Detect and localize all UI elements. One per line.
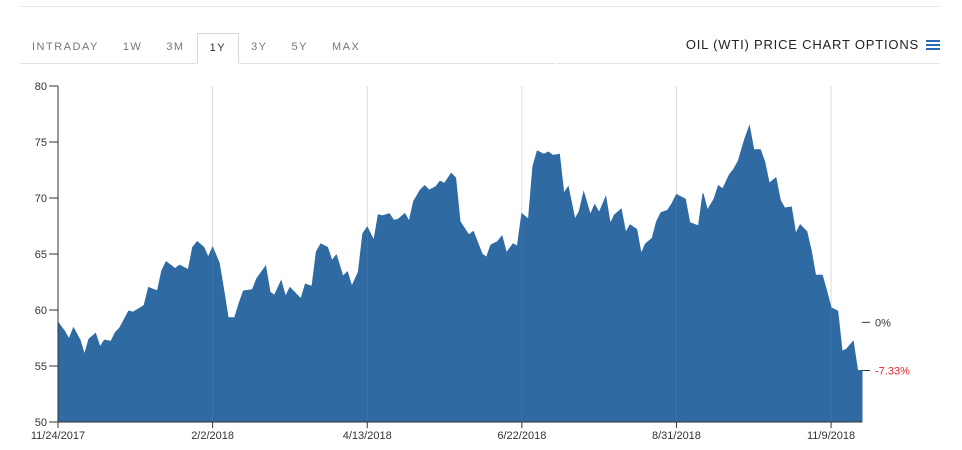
options-divider <box>557 63 940 64</box>
tab-3m[interactable]: 3M <box>166 41 185 53</box>
tab-3y[interactable]: 3Y <box>251 41 268 53</box>
hamburger-menu-icon <box>926 39 940 50</box>
right-axis-label: -7.33% <box>875 365 910 377</box>
y-tick-label: 65 <box>35 249 47 261</box>
y-tick-label: 60 <box>35 305 47 317</box>
x-tick-label: 11/9/2018 <box>807 430 855 442</box>
x-tick-label: 11/24/2017 <box>31 430 85 442</box>
range-tabs: INTRADAY 1W 3M 1Y 3Y 5Y MAX <box>20 33 555 64</box>
x-tick-label: 6/22/2018 <box>497 430 546 442</box>
chart-options-button[interactable]: OIL (WTI) PRICE CHART OPTIONS <box>686 37 940 52</box>
y-tick-label: 70 <box>35 193 47 205</box>
price-area <box>57 124 863 423</box>
y-tick-label: 50 <box>35 417 47 429</box>
tab-max[interactable]: MAX <box>332 41 361 53</box>
chart-options-label: OIL (WTI) PRICE CHART OPTIONS <box>685 37 919 52</box>
y-tick-label: 55 <box>35 361 47 373</box>
x-tick-label: 8/31/2018 <box>652 430 701 442</box>
tab-1w[interactable]: 1W <box>122 41 143 53</box>
y-tick-label: 75 <box>35 137 47 149</box>
x-tick-label: 2/2/2018 <box>191 430 234 442</box>
tab-intraday[interactable]: INTRADAY <box>32 41 99 53</box>
right-axis-label: 0% <box>875 317 891 329</box>
y-tick-label: 80 <box>35 81 47 93</box>
top-divider <box>20 6 940 7</box>
tab-5y[interactable]: 5Y <box>291 41 308 53</box>
tab-1y[interactable]: 1Y <box>196 33 240 64</box>
x-tick-label: 4/13/2018 <box>343 430 392 442</box>
